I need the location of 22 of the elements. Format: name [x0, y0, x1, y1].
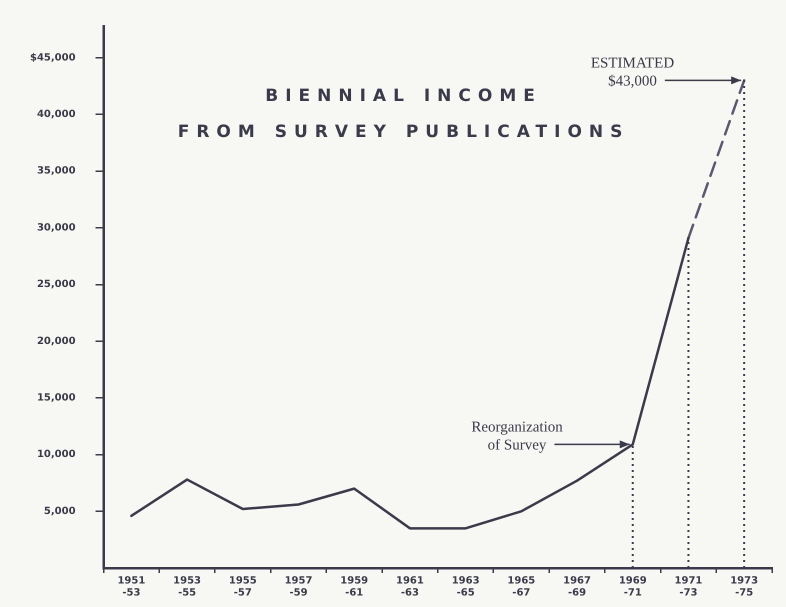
x-tick-label: 1953 -55 — [173, 576, 202, 599]
y-tick-label: 25,000 — [36, 279, 76, 290]
x-tick-label: 1955 -57 — [228, 576, 257, 599]
y-tick-label: 35,000 — [36, 166, 76, 177]
x-tick-label: 1963 -65 — [452, 576, 480, 599]
x-tick-label: 1967 -69 — [563, 576, 591, 599]
y-tick-label: 40,000 — [36, 109, 76, 120]
y-tick-label: 10,000 — [36, 449, 76, 460]
x-tick-label: 1965 -67 — [507, 576, 536, 599]
x-tick-label: 1957 -59 — [284, 576, 312, 599]
x-tick-label: 1969 -71 — [618, 576, 647, 599]
annotation: Reorganization of Survey — [471, 419, 564, 454]
x-tick-label: 1973 -75 — [730, 576, 758, 599]
y-tick-label: $45,000 — [30, 52, 76, 64]
y-tick-label: 20,000 — [36, 336, 76, 347]
x-tick-label: 1971 -73 — [674, 576, 702, 599]
x-tick-label: 1951 -53 — [117, 576, 146, 599]
y-tick-label: 5,000 — [44, 506, 76, 517]
y-tick-label: 15,000 — [36, 392, 76, 404]
x-tick-label: 1959 -61 — [340, 576, 368, 599]
x-tick-label: 1961 -63 — [396, 576, 424, 599]
y-tick-label: 30,000 — [36, 222, 76, 234]
